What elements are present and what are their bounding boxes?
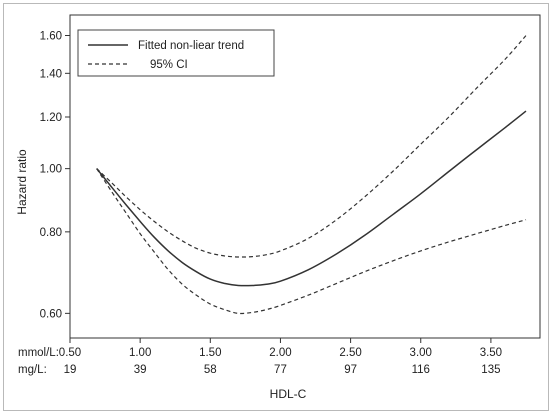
x-tick-label-mmol: 2.50 [339,347,361,359]
y-axis: 0.60 0.80 1.00 1.20 1.40 1.60 [40,30,70,320]
x-tick-label-mg: 58 [204,364,217,376]
ci-upper-line [96,35,527,258]
x-tick-label-mmol: 3.00 [410,347,432,359]
y-tick-label: 1.60 [40,30,62,42]
y-tick-label: 1.20 [40,112,62,124]
legend: Fitted non-liear trend 95% CI [77,29,275,77]
y-tick-label: 1.40 [40,68,62,80]
ci-lower-line [96,168,527,315]
x-tick-label-mmol: 1.50 [199,347,221,359]
x-tick-label-mmol: 2.00 [269,347,291,359]
x-unit-label-mmol: mmol/L: [18,347,59,359]
x-tick-label-mmol: 1.00 [129,347,151,359]
x-tick-label-mg: 39 [134,364,147,376]
series-layer [96,35,527,315]
x-tick-label-mg: 77 [274,364,287,376]
y-tick-label: 0.60 [40,308,62,320]
x-axis: 0.50 19 1.00 39 1.50 58 2.00 77 2.50 97 3.00 116 3.5… [59,338,502,376]
fitted-trend-line [96,110,527,287]
y-tick-label: 1.00 [40,164,62,176]
x-unit-label-mg: mg/L: [18,364,47,376]
plot-border [69,14,541,339]
x-axis-label: HDL-C [270,387,307,401]
x-tick-label-mmol: 0.50 [59,347,81,359]
legend-label-ci: 95% CI [150,59,188,71]
plot-area [69,14,541,339]
legend-box [77,29,275,77]
x-tick-label-mg: 97 [344,364,357,376]
x-tick-label-mmol: 3.50 [480,347,502,359]
x-tick-label-mg: 135 [481,364,500,376]
y-tick-label: 0.80 [40,227,62,239]
legend-label-fitted: Fitted non-liear trend [138,40,244,52]
x-tick-label-mg: 19 [64,364,77,376]
x-tick-label-mg: 116 [412,364,430,376]
y-axis-label: Hazard ratio [15,149,29,215]
